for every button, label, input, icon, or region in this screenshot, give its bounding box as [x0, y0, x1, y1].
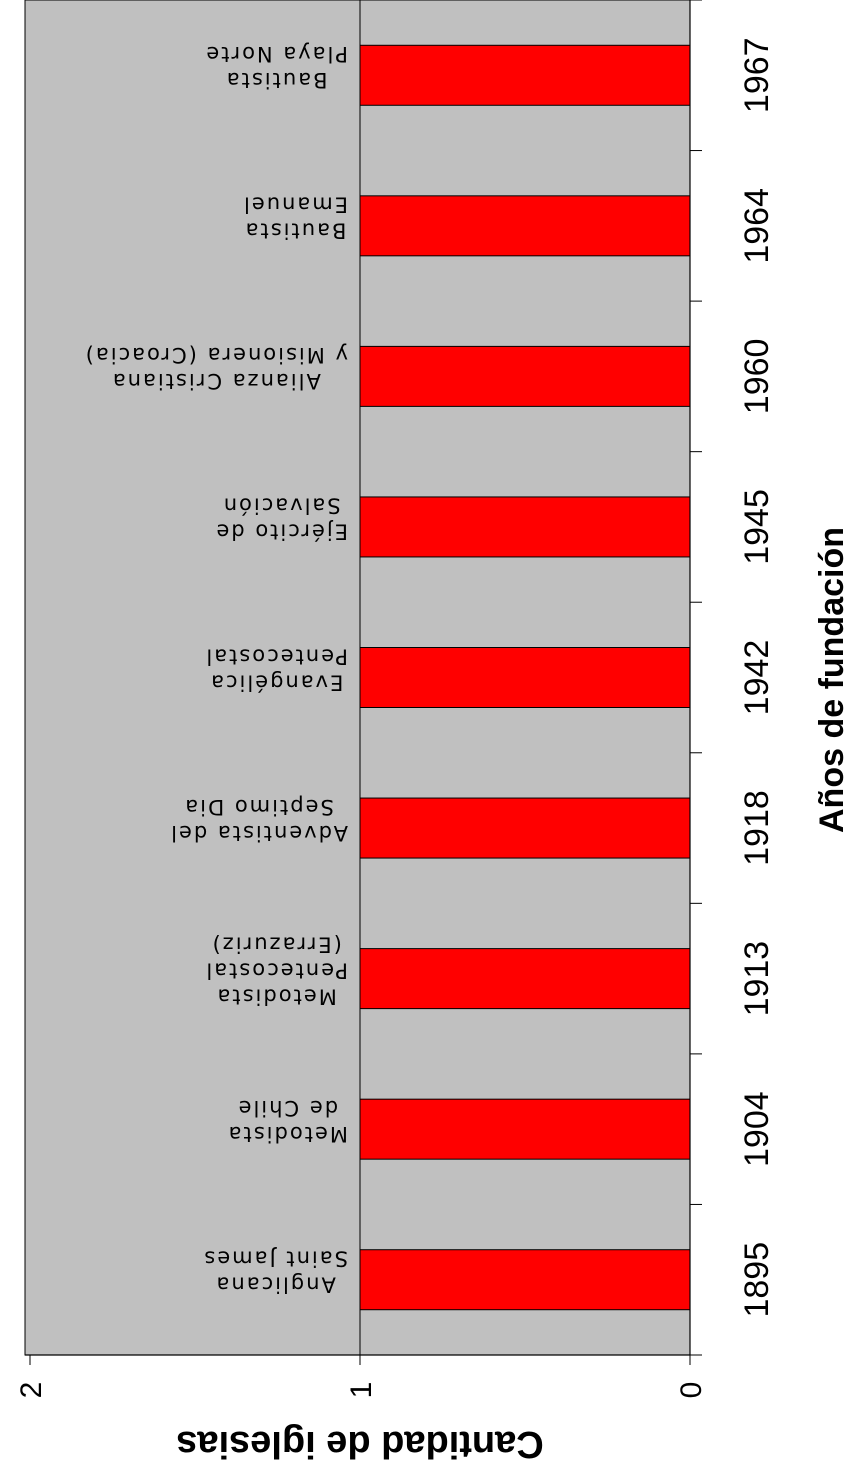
bar [359, 1249, 691, 1311]
bar-data-label-line: Bautista [244, 219, 347, 243]
bar-data-label-line: (Errazuriz) [211, 932, 342, 956]
bar-data-label-line: Playa Norte [204, 42, 348, 66]
bar-data-label-line: Bautista [225, 68, 328, 92]
bar-data-label-line: Adventista del [169, 821, 348, 845]
value-ticks: 0 1 2 [15, 1355, 708, 1398]
bar-data-label-line: Anglicana [215, 1273, 336, 1297]
bar-data-label-line: de Chile [237, 1096, 339, 1120]
category-tick-label: 1918 [738, 790, 776, 866]
category-tick-label: 1913 [738, 941, 776, 1017]
value-tick-label: 1 [345, 1382, 378, 1399]
x-axis-title: Años de fundación [813, 527, 851, 833]
bar [359, 496, 691, 558]
bar-data-label-line: Alianza Cristiana [111, 369, 321, 393]
bar [359, 345, 691, 407]
bar-data-label-line: Emanuel [242, 193, 348, 217]
bar-data-label-line: y Misionera (Croacia) [84, 343, 348, 367]
category-tick-label: 1960 [738, 339, 776, 415]
category-tick-label: 1942 [738, 640, 776, 716]
bar-data-label-line: Septimo Dia [183, 795, 334, 819]
category-tick-label: 1964 [738, 188, 776, 264]
bars [359, 44, 691, 1311]
bar-data-label-line: Evangélica [209, 670, 343, 694]
bar-data-label-line: Saint James [202, 1247, 348, 1271]
bar [359, 797, 691, 859]
category-tick-label: 1945 [738, 489, 776, 565]
bar-data-label-line: Salvación [222, 494, 341, 518]
bar [359, 1098, 691, 1160]
category-tick-label: 1895 [738, 1242, 776, 1318]
bar [359, 647, 691, 708]
bar [359, 195, 691, 257]
y-axis-title: Cantidad de iglesias [176, 1423, 543, 1465]
value-tick-label: 2 [15, 1382, 48, 1399]
bar-data-label-line: Metodista [216, 984, 337, 1008]
value-tick-label: 0 [675, 1382, 708, 1399]
bar-data-label-line: Pentecostal [204, 958, 348, 982]
category-ticks: 1895 1904 1913 1918 1942 1945 1960 1964 1967 [690, 0, 776, 1356]
bar-data-label-line: Pentecostal [204, 644, 348, 668]
category-tick-label: 1904 [738, 1091, 776, 1167]
category-tick-label: 1967 [738, 37, 776, 113]
bar-data-label-line: Ejército de [214, 520, 348, 544]
bar-data-label-line: Metodista [227, 1122, 348, 1146]
bar [359, 44, 691, 106]
bar [359, 948, 691, 1010]
